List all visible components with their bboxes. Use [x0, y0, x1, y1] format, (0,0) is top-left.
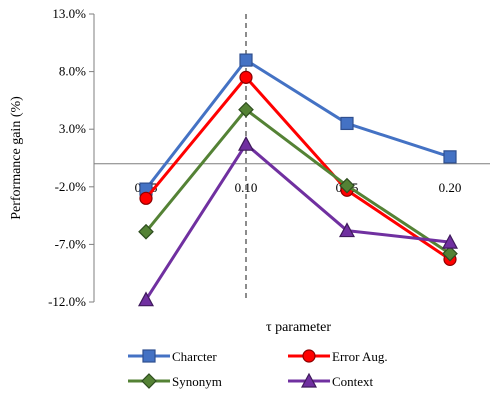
x-axis-title: τ parameter	[266, 320, 331, 335]
series-3	[137, 135, 459, 307]
y-tick-label: -12.0%	[48, 294, 86, 309]
data-point	[442, 245, 458, 262]
series-2	[138, 101, 458, 262]
series-line	[144, 58, 451, 191]
legend-marker	[300, 372, 318, 388]
legend-marker	[302, 349, 316, 363]
series-line	[144, 108, 451, 255]
legend-label: Synonym	[172, 374, 222, 389]
y-tick-label: -2.0%	[55, 179, 87, 194]
legend-label: Error Aug.	[332, 349, 388, 364]
y-tick-label: 3.0%	[59, 121, 86, 136]
y-tick-label: -7.0%	[55, 236, 87, 251]
y-tick-label: 8.0%	[59, 64, 86, 79]
data-point	[237, 135, 255, 151]
legend-item: Context	[288, 372, 374, 389]
data-point	[139, 191, 153, 205]
data-point	[239, 53, 253, 67]
series-0	[139, 53, 457, 196]
data-point	[340, 116, 354, 131]
legend-item: Charcter	[128, 349, 217, 364]
legend-label: Context	[332, 374, 374, 389]
x-tick-label: 0.20	[439, 180, 462, 195]
series-line	[144, 142, 451, 301]
data-point	[441, 233, 459, 249]
y-axis-title: Performance gain (%)	[9, 96, 24, 220]
legend-marker	[141, 373, 157, 389]
data-point	[443, 150, 457, 164]
data-point	[238, 101, 254, 118]
series-line	[144, 75, 451, 261]
legend-label: Charcter	[172, 349, 217, 364]
data-point	[138, 223, 154, 240]
legend-item: Error Aug.	[288, 349, 388, 364]
y-tick-label: 13.0%	[52, 6, 86, 21]
legend-item: Synonym	[128, 373, 222, 389]
legend-marker	[142, 349, 156, 363]
data-point	[137, 291, 155, 307]
data-point	[339, 177, 355, 194]
data-point	[338, 222, 356, 238]
data-point	[239, 70, 253, 84]
